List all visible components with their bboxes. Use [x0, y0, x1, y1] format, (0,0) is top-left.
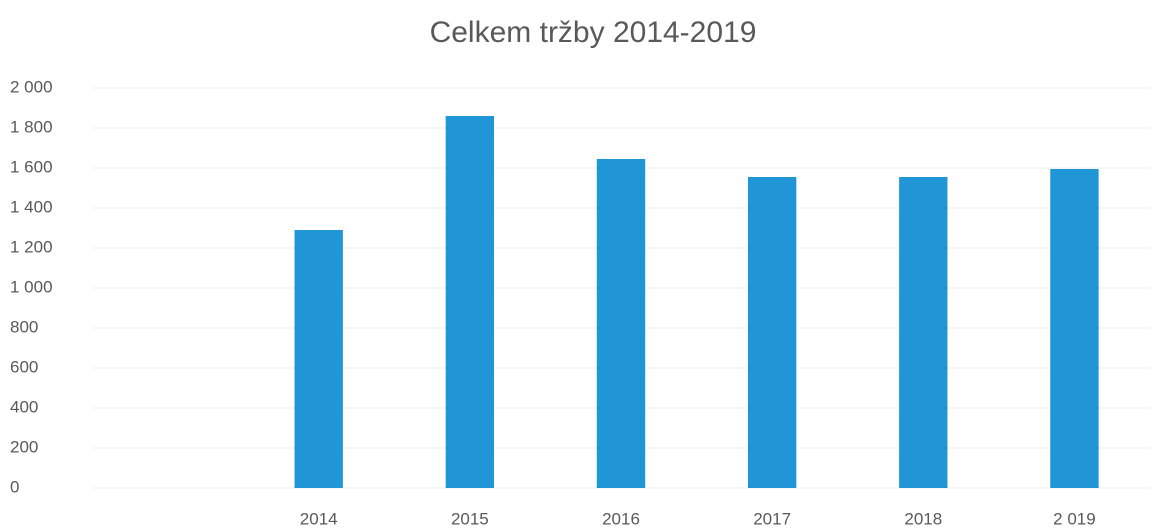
bar [1050, 169, 1099, 488]
bar [596, 159, 646, 488]
x-tick-label: 2015 [451, 509, 489, 528]
x-tick-label: 2016 [602, 509, 640, 528]
y-tick-label: 600 [10, 357, 38, 376]
x-tick-label: 2018 [904, 509, 942, 528]
y-tick-label: 1 600 [10, 157, 53, 176]
bar [899, 177, 948, 488]
y-tick-label: 800 [10, 317, 38, 336]
y-tick-label: 1 800 [10, 117, 53, 136]
x-tick-label: 2 019 [1053, 509, 1096, 528]
chart-title: Celkem tržby 2014-2019 [430, 16, 757, 49]
x-tick-label: 2017 [753, 509, 791, 528]
bar [445, 116, 495, 488]
bar [747, 177, 797, 488]
y-tick-label: 0 [10, 477, 19, 496]
y-tick-label: 2 000 [10, 77, 53, 96]
y-tick-label: 1 000 [10, 277, 53, 296]
y-tick-label: 400 [10, 397, 38, 416]
bar [294, 230, 343, 488]
y-tick-label: 200 [10, 437, 38, 456]
y-tick-label: 1 200 [10, 237, 53, 256]
x-tick-label: 2014 [300, 509, 338, 528]
y-tick-label: 1 400 [10, 197, 53, 216]
